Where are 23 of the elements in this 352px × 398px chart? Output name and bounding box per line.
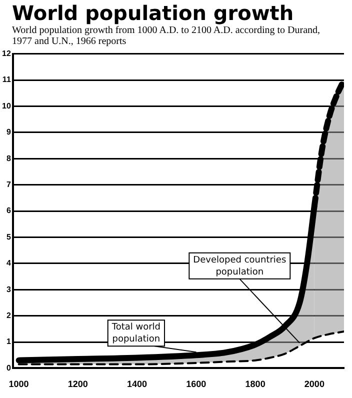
y-tick-label: 10 — [2, 101, 12, 110]
y-tick-label: 5 — [6, 232, 12, 242]
y-tick-label: 7 — [6, 180, 12, 190]
x-tick-label: 1200 — [68, 379, 88, 390]
text: Developed countries population — [193, 255, 286, 278]
x-tick-label: 1800 — [245, 379, 266, 390]
y-tick-label: 9 — [6, 128, 12, 137]
y-tick-label: 11 — [2, 75, 12, 84]
x-tick-label: 1600 — [186, 379, 206, 390]
x-tick-label: 2000 — [304, 379, 324, 390]
x-tick-label: 1400 — [127, 379, 148, 390]
y-tick-label: 3 — [6, 284, 12, 294]
y-tick-label: 12 — [2, 49, 12, 58]
y-tick-label: 0 — [6, 363, 12, 372]
chart-subtitle: World population growth from 1000 A.D. to 2100 A.D. according to Durand, 1977 and U.N., 1966 reports — [12, 25, 322, 47]
y-tick-label: 4 — [6, 258, 12, 268]
y-tick-label: 2 — [6, 311, 12, 320]
y-tick-label: 8 — [6, 154, 12, 163]
chart-title: World population growth — [12, 1, 295, 25]
y-tick-label: 6 — [6, 206, 12, 216]
y-tick-label: 1 — [6, 337, 12, 346]
x-tick-label: 1000 — [8, 379, 29, 390]
series-label: Total world population — [110, 322, 161, 344]
